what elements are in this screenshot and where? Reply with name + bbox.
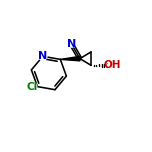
Polygon shape (60, 56, 80, 61)
Text: OH: OH (104, 60, 121, 70)
Circle shape (68, 40, 75, 47)
Circle shape (108, 60, 118, 70)
Text: Cl: Cl (26, 82, 37, 92)
Circle shape (27, 82, 37, 92)
Text: N: N (67, 38, 76, 48)
Text: N: N (38, 51, 47, 61)
Circle shape (39, 52, 47, 60)
